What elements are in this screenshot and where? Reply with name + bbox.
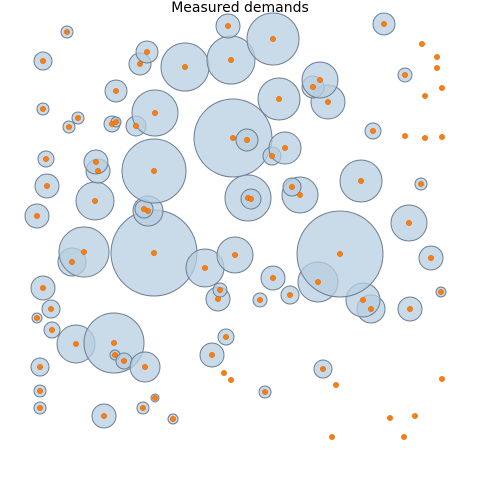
demand-point: [407, 306, 413, 312]
demand-point: [151, 250, 157, 256]
demand-point: [209, 352, 215, 358]
demand-point: [40, 106, 46, 112]
demand-point: [137, 61, 143, 67]
demand-point: [215, 296, 221, 302]
demand-point: [228, 57, 234, 63]
demand-point: [287, 292, 293, 298]
demand-point: [370, 128, 376, 134]
demand-point: [48, 306, 54, 312]
demand-point: [66, 124, 72, 130]
demand-point: [92, 198, 98, 204]
demand-point: [221, 370, 227, 376]
demand-point: [315, 279, 321, 285]
demand-point: [412, 413, 418, 419]
demand-point: [439, 85, 445, 91]
demand-point: [223, 334, 229, 340]
demand-point: [144, 49, 150, 55]
demand-point: [337, 251, 343, 257]
demand-point: [418, 181, 424, 187]
demand-point: [248, 196, 254, 202]
demand-point: [406, 220, 412, 226]
demand-point: [428, 255, 434, 261]
demand-point: [40, 58, 46, 64]
demand-point: [438, 289, 444, 295]
demand-point: [152, 395, 158, 401]
demand-point: [329, 434, 335, 440]
demand-point: [44, 183, 50, 189]
demand-point: [34, 213, 40, 219]
demand-point: [297, 192, 303, 198]
demand-point: [439, 134, 445, 140]
demand-point: [93, 159, 99, 165]
demand-point: [151, 168, 157, 174]
demand-point: [317, 77, 323, 83]
demand-point: [95, 168, 101, 174]
demand-point: [270, 275, 276, 281]
demand-point: [170, 416, 176, 422]
demand-point: [121, 358, 127, 364]
demand-points: [34, 21, 445, 440]
demand-point: [434, 65, 440, 71]
demand-point: [244, 137, 250, 143]
demand-point: [434, 54, 440, 60]
demand-point: [141, 206, 147, 212]
demand-point: [387, 415, 393, 421]
demand-point: [270, 36, 276, 42]
demand-point: [40, 285, 46, 291]
demand-point: [289, 184, 295, 190]
demand-point: [113, 119, 119, 125]
demand-point: [402, 133, 408, 139]
demand-point: [133, 123, 139, 129]
demand-point: [202, 265, 208, 271]
demand-point: [276, 96, 282, 102]
demand-point: [320, 366, 326, 372]
demand-point: [140, 405, 146, 411]
demand-point: [49, 327, 55, 333]
demand-circles: [24, 12, 447, 429]
demand-point: [64, 29, 70, 35]
demand-point: [419, 41, 425, 47]
demand-point: [217, 287, 223, 293]
demand-point: [422, 93, 428, 99]
demand-point: [381, 21, 387, 27]
demand-point: [37, 364, 43, 370]
demand-point: [262, 389, 268, 395]
demand-point: [360, 297, 366, 303]
demand-point: [282, 145, 288, 151]
demand-point: [225, 23, 231, 29]
demand-point: [310, 84, 316, 90]
chart-title: Measured demands: [171, 0, 309, 16]
demand-point: [325, 99, 331, 105]
demand-point: [111, 340, 117, 346]
demand-point: [37, 405, 43, 411]
demand-point: [257, 297, 263, 303]
demand-point: [402, 72, 408, 78]
demand-point: [81, 249, 87, 255]
demand-point: [230, 135, 236, 141]
demand-point: [333, 382, 339, 388]
demand-point: [142, 364, 148, 370]
demand-point: [182, 64, 188, 70]
demand-point: [43, 156, 49, 162]
demand-point: [69, 259, 75, 265]
demand-point: [112, 352, 118, 358]
demand-point: [232, 252, 238, 258]
demand-point: [422, 135, 428, 141]
demand-point: [358, 178, 364, 184]
demand-point: [37, 388, 43, 394]
demand-point: [152, 110, 158, 116]
demand-point: [228, 377, 234, 383]
demand-point: [101, 413, 107, 419]
demand-point: [73, 341, 79, 347]
demand-point: [439, 376, 445, 382]
demand-point: [113, 88, 119, 94]
demand-point: [269, 153, 275, 159]
demand-point: [34, 315, 40, 321]
demand-point: [401, 434, 407, 440]
demand-point: [368, 306, 374, 312]
demand-point: [75, 115, 81, 121]
